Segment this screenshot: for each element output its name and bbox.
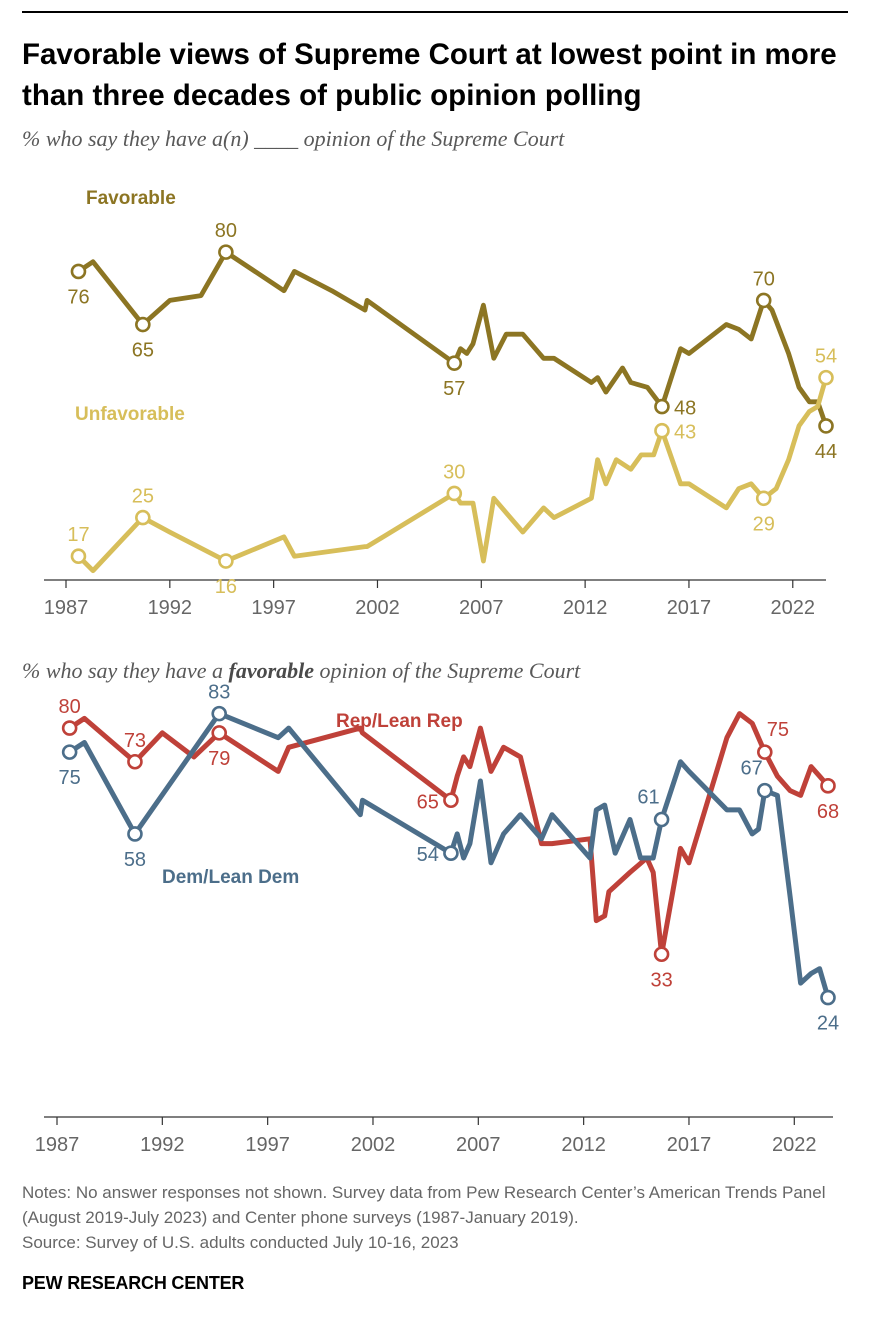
point-marker-unfavorable-43 [654, 422, 670, 439]
point-marker-favorable-76 [70, 263, 87, 280]
point-marker-rep-lean-rep-75 [757, 744, 773, 760]
x-tick-label-2002: 2002 [355, 597, 400, 619]
point-marker-favorable-48 [654, 398, 670, 415]
data-label-unfavorable-43: 43 [674, 422, 696, 444]
point-marker-unfavorable-25 [135, 509, 151, 526]
data-label-favorable-70: 70 [753, 268, 775, 290]
top-rule [22, 11, 848, 13]
data-label-unfavorable-30: 30 [443, 461, 465, 483]
series-name-unfavorable: Unfavorable [75, 404, 185, 425]
data-label-dem-lean-dem-58: 58 [124, 849, 146, 871]
chart-top-favorable-unfavorable: 1987 1992 1997 2002 2007 2012 2017 2022 76 65 80 57… [44, 188, 837, 619]
point-marker-dem-lean-dem-75 [61, 744, 78, 760]
point-marker-dem-lean-dem-58 [127, 826, 143, 842]
series-name-dem-lean-dem: Dem/Lean Dem [162, 867, 299, 888]
data-label-dem-lean-dem-61: 61 [637, 787, 659, 809]
brand-logo-text: PEW RESEARCH CENTER [22, 1273, 245, 1293]
data-label-unfavorable-16: 16 [215, 576, 237, 598]
x-tick-label-2017: 2017 [667, 1134, 712, 1156]
point-marker-rep-lean-rep-65 [443, 792, 459, 809]
chart-subtitle-top: % who say they have a(n) ____ opinion of… [22, 126, 565, 151]
series-name-rep-lean-rep: Rep/Lean Rep [336, 711, 463, 732]
data-label-rep-lean-rep-80: 80 [59, 696, 81, 718]
point-marker-rep-lean-rep-80 [61, 720, 78, 736]
data-label-favorable-48: 48 [674, 398, 696, 420]
point-marker-rep-lean-rep-33 [653, 946, 670, 963]
x-tick-label-2007: 2007 [459, 597, 504, 619]
x-tick-label-2012: 2012 [561, 1134, 606, 1156]
data-label-rep-lean-rep-73: 73 [124, 730, 146, 752]
data-label-rep-lean-rep-65: 65 [417, 791, 439, 813]
point-marker-unfavorable-30 [446, 485, 463, 502]
point-marker-favorable-65 [135, 316, 151, 333]
data-label-favorable-57: 57 [443, 378, 465, 400]
x-tick-label-2022: 2022 [771, 597, 816, 619]
x-tick-label-1992: 1992 [148, 597, 193, 619]
data-label-dem-lean-dem-24: 24 [817, 1013, 839, 1035]
data-label-unfavorable-29: 29 [753, 513, 775, 535]
notes-text: Notes: No answer responses not shown. Su… [22, 1183, 826, 1227]
data-label-favorable-65: 65 [132, 340, 154, 362]
x-tick-label-1997: 1997 [245, 1134, 290, 1156]
data-label-dem-lean-dem-54: 54 [417, 844, 439, 866]
data-label-rep-lean-rep-68: 68 [817, 801, 839, 823]
chart-title: Favorable views of Supreme Court at lowe… [22, 38, 837, 112]
point-marker-dem-lean-dem-24 [820, 989, 836, 1006]
x-tick-label-1987: 1987 [35, 1134, 80, 1156]
point-marker-rep-lean-rep-68 [820, 778, 836, 794]
point-marker-unfavorable-16 [218, 553, 234, 569]
point-marker-unfavorable-29 [755, 490, 772, 507]
point-marker-rep-lean-rep-73 [127, 753, 143, 770]
data-label-rep-lean-rep-33: 33 [650, 969, 672, 991]
chart-subtitle-bottom: % who say they have a favorable opinion … [22, 658, 581, 683]
data-label-unfavorable-54: 54 [815, 346, 837, 368]
source-text: Source: Survey of U.S. adults conducted … [22, 1233, 459, 1252]
point-marker-favorable-44 [818, 418, 834, 434]
data-label-dem-lean-dem-75: 75 [59, 767, 81, 789]
point-marker-favorable-80 [218, 244, 234, 260]
point-marker-dem-lean-dem-67 [757, 782, 773, 799]
series-line-favorable [76, 249, 829, 429]
series-name-favorable: Favorable [86, 188, 176, 209]
data-label-favorable-76: 76 [67, 286, 89, 308]
x-tick-label-2022: 2022 [772, 1134, 817, 1156]
point-marker-rep-lean-rep-79 [211, 725, 228, 741]
chart-bottom-partisan-favorable: 1987 1992 1997 2002 2007 2012 2017 2022 80 73 79 65… [35, 682, 839, 1156]
point-marker-favorable-57 [446, 355, 463, 371]
point-marker-favorable-70 [755, 292, 772, 309]
x-tick-label-2017: 2017 [667, 597, 712, 619]
x-tick-label-1992: 1992 [140, 1134, 185, 1156]
series-line-rep-lean-rep [67, 711, 831, 957]
point-marker-dem-lean-dem-83 [211, 705, 228, 722]
data-label-favorable-80: 80 [215, 220, 237, 242]
x-tick-label-1997: 1997 [251, 597, 296, 619]
x-tick-label-2007: 2007 [456, 1134, 501, 1156]
data-label-rep-lean-rep-79: 79 [208, 748, 230, 770]
x-tick-label-2012: 2012 [563, 597, 608, 619]
point-marker-unfavorable-17 [70, 548, 87, 565]
x-tick-label-2002: 2002 [351, 1134, 396, 1156]
data-label-unfavorable-25: 25 [132, 486, 154, 508]
data-label-dem-lean-dem-67: 67 [741, 758, 763, 780]
point-marker-dem-lean-dem-61 [653, 811, 670, 828]
x-tick-label-1987: 1987 [44, 597, 89, 619]
data-label-dem-lean-dem-83: 83 [208, 682, 230, 704]
point-marker-unfavorable-54 [818, 369, 834, 386]
data-label-favorable-44: 44 [815, 441, 837, 463]
data-label-unfavorable-17: 17 [67, 524, 89, 546]
point-marker-dem-lean-dem-54 [443, 845, 459, 861]
series-line-dem-lean-dem [67, 711, 831, 1001]
data-label-rep-lean-rep-75: 75 [767, 719, 789, 741]
notes-block: Notes: No answer responses not shown. Su… [22, 1180, 872, 1255]
